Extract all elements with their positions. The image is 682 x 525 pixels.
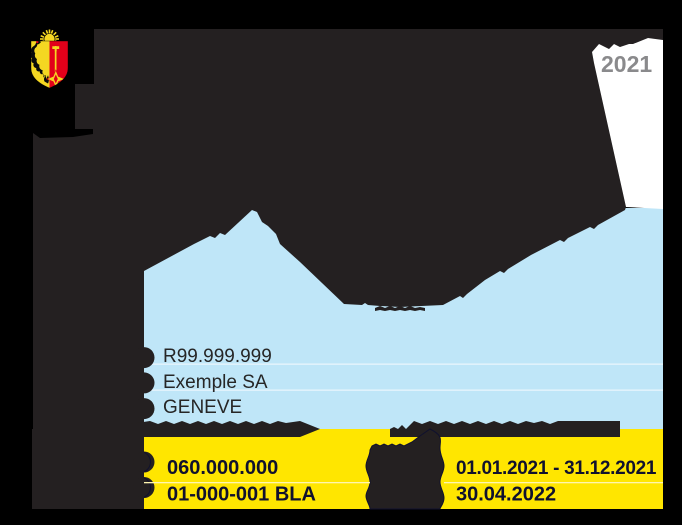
svg-text:060.000.000: 060.000.000 — [167, 457, 278, 479]
svg-text:01.01.2021 - 31.12.2021: 01.01.2021 - 31.12.2021 — [456, 458, 657, 479]
svg-text:01-000-001 BLA: 01-000-001 BLA — [167, 484, 316, 506]
svg-text:30.04.2022: 30.04.2022 — [456, 484, 556, 506]
svg-text:R99.999.999: R99.999.999 — [163, 346, 272, 367]
svg-text:Exemple SA: Exemple SA — [163, 372, 268, 393]
svg-text:GENEVE: GENEVE — [163, 397, 242, 418]
svg-text:2021: 2021 — [601, 51, 652, 77]
